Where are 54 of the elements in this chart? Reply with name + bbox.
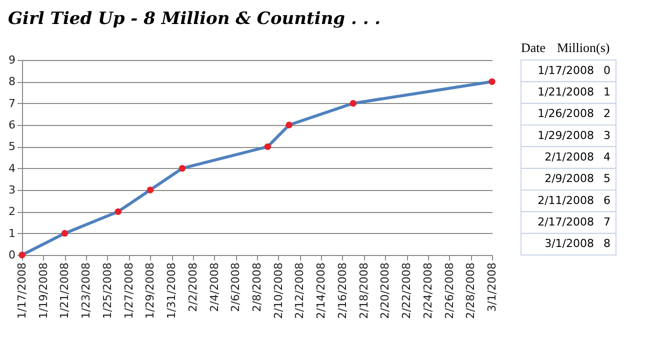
y-tick-label: 7 [8, 96, 16, 110]
text: 8 [604, 237, 610, 250]
y-tick-label: 0 [8, 248, 16, 262]
text: 6 [604, 194, 610, 207]
text: 2/17/2008 [538, 216, 594, 228]
y-tick-label: 1 [8, 226, 16, 240]
x-tick-label: 2/28/2008 [464, 262, 478, 319]
chart-title: Girl Tied Up - 8 Million & Counting . . . [8, 9, 381, 29]
text: 7 [604, 216, 610, 228]
x-tick-label: 2/20/2008 [378, 262, 392, 319]
x-tick-label: 2/14/2008 [314, 262, 328, 319]
x-tick-label: 1/17/2008 [16, 262, 28, 319]
x-tick-label: 1/19/2008 [36, 262, 50, 319]
text: 1 [604, 86, 610, 98]
y-tick-label: 8 [8, 75, 16, 88]
text: Date [521, 40, 546, 55]
x-tick-label: 2/12/2008 [293, 262, 306, 319]
x-tick-label: 2/26/2008 [442, 262, 456, 319]
x-tick-label: 2/4/2008 [208, 262, 221, 312]
y-tick-label: 5 [8, 140, 16, 154]
y-tick-label: 2 [8, 205, 16, 218]
y-tick-label: 9 [8, 54, 16, 66]
x-tick-label: 1/25/2008 [100, 262, 114, 319]
text: 1/26/2008 [538, 107, 594, 120]
text: 5 [604, 172, 610, 186]
text: 2/9/2008 [544, 172, 594, 186]
text: 4 [604, 150, 610, 164]
text: 1/29/2008 [538, 128, 594, 142]
x-tick-label: 2/8/2008 [250, 262, 264, 312]
x-tick-label: 1/27/2008 [122, 262, 136, 319]
x-tick-label: 2/22/2008 [400, 262, 414, 319]
text: 3 [604, 128, 610, 142]
x-tick-label: 2/10/2008 [272, 262, 285, 319]
x-tick-label: 1/21/2008 [58, 262, 72, 319]
text: 1/21/2008 [538, 86, 594, 98]
text: 2/1/2008 [544, 150, 594, 164]
text: 3/1/2008 [544, 237, 594, 250]
x-tick-label: 1/29/2008 [144, 262, 157, 319]
text: 2/11/2008 [538, 194, 594, 207]
y-tick-label: 4 [8, 162, 16, 175]
y-tick-label: 6 [8, 118, 16, 132]
text: 1/17/2008 [538, 64, 594, 77]
x-tick-label: 2/2/2008 [186, 262, 200, 312]
x-tick-label: 2/6/2008 [229, 262, 242, 312]
text: 0 [604, 64, 610, 77]
x-tick-label: 1/23/2008 [80, 262, 93, 319]
text: 2 [604, 107, 610, 120]
x-tick-label: 2/16/2008 [336, 262, 349, 319]
x-tick-label: 1/31/2008 [165, 262, 178, 319]
x-tick-label: 3/1/2008 [486, 262, 498, 312]
y-tick-label: 3 [8, 184, 16, 196]
x-tick-label: 2/24/2008 [421, 262, 434, 319]
text: Million(s) [557, 40, 610, 55]
x-tick-label: 2/18/2008 [357, 262, 370, 319]
